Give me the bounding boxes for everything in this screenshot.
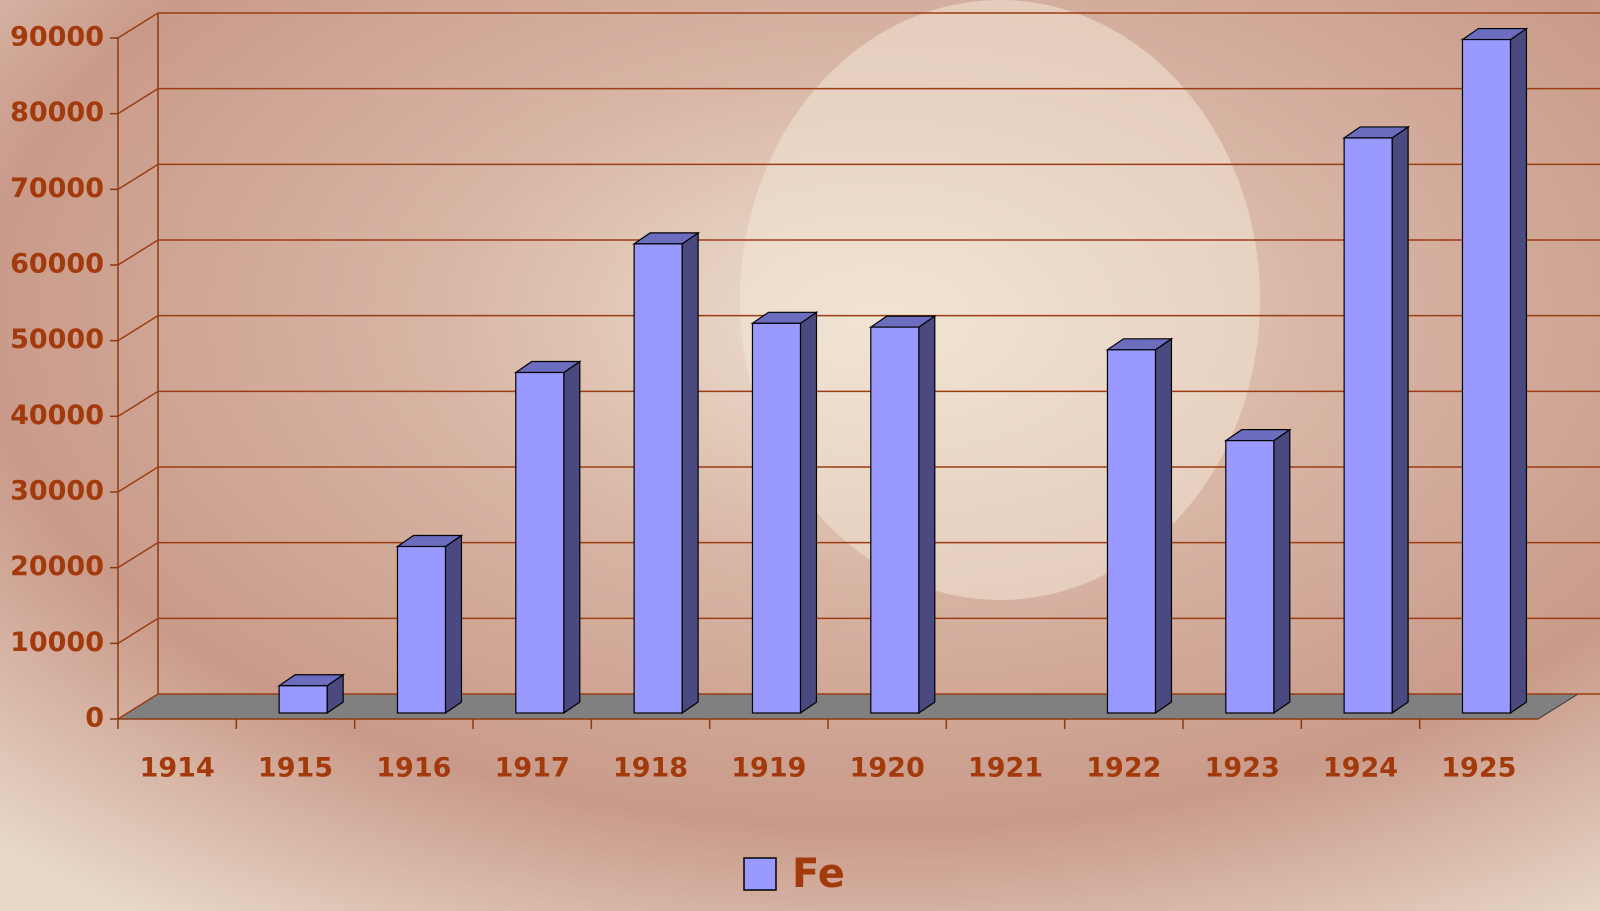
x-tick-label: 1919 — [731, 753, 806, 784]
bar-front — [1343, 137, 1393, 714]
bar — [1460, 27, 1529, 715]
y-tick-label: 60000 — [10, 249, 104, 280]
bar — [1105, 337, 1174, 715]
bar-side — [1273, 428, 1291, 715]
bar — [632, 231, 701, 715]
bar-front — [1106, 349, 1157, 714]
bar-side — [1391, 125, 1409, 715]
x-tick-label: 1920 — [850, 753, 925, 784]
bar — [1223, 428, 1292, 715]
legend-label: Fe — [792, 851, 845, 897]
y-tick-label: 30000 — [10, 476, 104, 507]
grid-line-side — [117, 466, 159, 493]
bar-side — [1509, 27, 1528, 715]
grid-line-side — [117, 693, 159, 720]
grid-line-side — [117, 315, 159, 342]
bar — [395, 534, 464, 715]
x-tick-label: 1924 — [1323, 753, 1398, 784]
bar — [868, 314, 937, 715]
x-tick-label: 1917 — [495, 753, 570, 784]
grid-line-side — [117, 542, 159, 569]
y-tick-label: 50000 — [10, 324, 104, 355]
grid-line-side — [117, 239, 159, 266]
bar — [1342, 125, 1411, 715]
y-tick-label: 40000 — [10, 400, 104, 431]
x-tick-label: 1915 — [258, 753, 333, 784]
y-tick-label: 20000 — [10, 551, 104, 582]
bar-front — [278, 685, 328, 714]
grid-line-side — [117, 88, 159, 115]
bar — [277, 673, 346, 715]
bar-front — [633, 243, 683, 714]
legend-swatch — [743, 857, 777, 891]
bar-side — [444, 534, 463, 715]
y-tick-label: 10000 — [10, 627, 104, 658]
bar-side — [1154, 337, 1173, 715]
bar-front — [1461, 38, 1512, 714]
grid-line-side — [117, 12, 159, 39]
x-tick-label: 1921 — [968, 753, 1043, 784]
bar-front — [515, 371, 565, 714]
bar-side — [681, 231, 699, 715]
x-tick-label: 1922 — [1086, 753, 1161, 784]
bar-side — [918, 314, 936, 715]
bar — [513, 360, 582, 715]
x-tick-label: 1918 — [613, 753, 688, 784]
bar-front — [1225, 440, 1275, 714]
bar-front — [751, 322, 802, 714]
bar-front — [870, 326, 920, 714]
bar-side — [799, 311, 818, 715]
background-figure — [740, 0, 1260, 600]
x-tick-label: 1925 — [1441, 753, 1516, 784]
x-tick-label: 1914 — [140, 753, 215, 784]
grid-line-side — [117, 617, 159, 644]
bar — [750, 311, 819, 715]
x-tick-label: 1916 — [376, 753, 451, 784]
y-tick-label: 70000 — [10, 173, 104, 204]
grid-line-side — [117, 163, 159, 190]
bar-side — [563, 360, 581, 715]
bar-front — [396, 545, 447, 714]
x-tick-label: 1923 — [1205, 753, 1280, 784]
grid-line-side — [117, 390, 159, 417]
y-tick-label: 0 — [85, 703, 104, 734]
plot-area: 0 10000 20000 30000 40000 50000 60000 70000 8000… — [10, 12, 1600, 784]
y-tick-label: 90000 — [10, 22, 104, 53]
y-tick-label: 80000 — [10, 97, 104, 128]
